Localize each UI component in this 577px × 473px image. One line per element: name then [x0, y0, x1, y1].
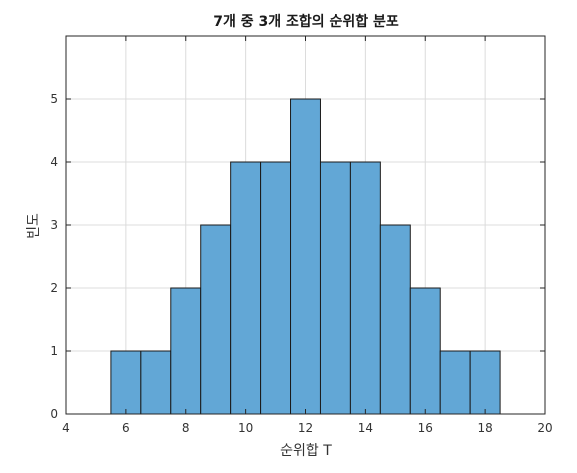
histogram-bar [290, 98, 321, 415]
histogram-bar [379, 224, 411, 415]
histogram-bar [260, 161, 292, 415]
x-tick-label: 4 [62, 421, 70, 435]
x-tick-label: 6 [122, 421, 130, 435]
y-tick-label: 1 [50, 344, 58, 358]
x-axis-label: 순위합 T [280, 443, 332, 459]
chart-title: 7개 중 3개 조합의 순위합 분포 [213, 13, 399, 30]
x-tick-label: 8 [182, 421, 190, 435]
y-tick-label: 3 [50, 218, 58, 232]
y-tick-label: 4 [50, 155, 58, 169]
histogram-bar [409, 287, 441, 415]
histogram-bar [439, 350, 471, 415]
x-tick-label: 14 [358, 421, 373, 435]
histogram-bar [349, 161, 381, 415]
bars [110, 98, 501, 415]
x-tick-label: 10 [238, 421, 253, 435]
histogram-bar [200, 224, 232, 415]
y-tick-label: 2 [50, 281, 58, 295]
histogram-bar [230, 161, 262, 415]
x-tick-label: 20 [537, 421, 552, 435]
x-tick-label: 18 [477, 421, 492, 435]
histogram-bar [170, 287, 202, 415]
x-tick-label: 16 [418, 421, 433, 435]
histogram-bar [469, 350, 501, 415]
y-tick-label: 0 [50, 407, 58, 421]
histogram-bar [140, 350, 172, 415]
histogram-bar [319, 161, 351, 415]
x-tick-label: 12 [298, 421, 313, 435]
histogram-bar [110, 350, 142, 415]
y-axis-label: 빈도 [26, 213, 42, 239]
y-tick-label: 5 [50, 92, 58, 106]
